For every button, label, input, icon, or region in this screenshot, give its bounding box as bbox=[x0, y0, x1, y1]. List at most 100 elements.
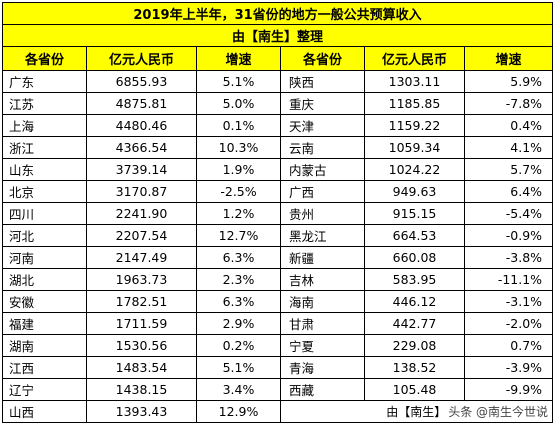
left-province-cell: 湖南 bbox=[2, 334, 87, 357]
left-growth-cell: 6.3% bbox=[196, 246, 281, 269]
header-right-growth: 增速 bbox=[463, 46, 554, 71]
left-revenue-cell: 1530.56 bbox=[86, 334, 197, 357]
right-growth-cell: -11.1% bbox=[463, 268, 554, 291]
right-growth-cell: -7.8% bbox=[463, 92, 554, 115]
header-left-province: 各省份 bbox=[2, 46, 87, 71]
table-row: 福建 1711.59 2.9% 甘肃 442.77 -2.0% bbox=[2, 312, 554, 335]
right-province-cell: 内蒙古 bbox=[280, 158, 365, 181]
right-revenue-cell: 915.15 bbox=[364, 202, 465, 225]
header-row: 各省份 亿元人民币 增速 各省份 亿元人民币 增速 bbox=[2, 46, 554, 71]
left-revenue-cell: 3170.87 bbox=[86, 180, 197, 203]
right-province-cell: 甘肃 bbox=[280, 312, 365, 335]
header-left-growth: 增速 bbox=[196, 46, 281, 71]
left-growth-cell: 12.7% bbox=[196, 224, 281, 247]
table-row: 四川 2241.90 1.2% 贵州 915.15 -5.4% bbox=[2, 202, 554, 225]
right-province-cell: 宁夏 bbox=[280, 334, 365, 357]
table-row: 河南 2147.49 6.3% 新疆 660.08 -3.8% bbox=[2, 246, 554, 269]
right-growth-cell: 0.4% bbox=[463, 114, 554, 137]
right-province-cell: 黑龙江 bbox=[280, 224, 365, 247]
table-row-last: 山西 1393.43 12.9% 由【南生】 头条 @南生今世说 bbox=[2, 400, 554, 423]
header-right-province: 各省份 bbox=[280, 46, 365, 71]
table-row: 浙江 4366.54 10.3% 云南 1059.34 4.1% bbox=[2, 136, 554, 159]
right-revenue-cell: 1159.22 bbox=[364, 114, 465, 137]
right-growth-cell: -3.1% bbox=[463, 290, 554, 313]
right-province-cell: 新疆 bbox=[280, 246, 365, 269]
table-row: 北京 3170.87 -2.5% 广西 949.63 6.4% bbox=[2, 180, 554, 203]
left-revenue-cell: 1963.73 bbox=[86, 268, 197, 291]
left-province-cell: 江西 bbox=[2, 356, 87, 379]
table-row: 湖北 1963.73 2.3% 吉林 583.95 -11.1% bbox=[2, 268, 554, 291]
left-province-cell: 广东 bbox=[2, 70, 87, 93]
left-revenue-cell: 1393.43 bbox=[86, 400, 197, 423]
left-revenue-cell: 2241.90 bbox=[86, 202, 197, 225]
left-growth-cell: 12.9% bbox=[196, 400, 281, 423]
right-revenue-cell: 1024.22 bbox=[364, 158, 465, 181]
table-row: 广东 6855.93 5.1% 陕西 1303.11 5.9% bbox=[2, 70, 554, 93]
right-revenue-cell: 442.77 bbox=[364, 312, 465, 335]
left-growth-cell: 2.9% bbox=[196, 312, 281, 335]
left-growth-cell: 5.1% bbox=[196, 356, 281, 379]
right-revenue-cell: 660.08 bbox=[364, 246, 465, 269]
right-province-cell: 云南 bbox=[280, 136, 365, 159]
right-revenue-cell: 664.53 bbox=[364, 224, 465, 247]
left-province-cell: 山东 bbox=[2, 158, 87, 181]
left-province-cell: 辽宁 bbox=[2, 378, 87, 401]
table-row: 河北 2207.54 12.7% 黑龙江 664.53 -0.9% bbox=[2, 224, 554, 247]
table-title: 2019年上半年，31省份的地方一般公共预算收入 bbox=[1, 2, 554, 25]
left-revenue-cell: 3739.14 bbox=[86, 158, 197, 181]
left-province-cell: 江苏 bbox=[2, 92, 87, 115]
table-row: 上海 4480.46 0.1% 天津 1159.22 0.4% bbox=[2, 114, 554, 137]
right-revenue-cell: 1185.85 bbox=[364, 92, 465, 115]
right-revenue-cell: 1059.34 bbox=[364, 136, 465, 159]
table-row: 安徽 1782.51 6.3% 海南 446.12 -3.1% bbox=[2, 290, 554, 313]
right-growth-cell: -2.0% bbox=[463, 312, 554, 335]
watermark-text: 头条 @南生今世说 bbox=[448, 405, 549, 419]
left-province-cell: 浙江 bbox=[2, 136, 87, 159]
table-row: 江苏 4875.81 5.0% 重庆 1185.85 -7.8% bbox=[2, 92, 554, 115]
right-growth-cell: 4.1% bbox=[463, 136, 554, 159]
left-revenue-cell: 1438.15 bbox=[86, 378, 197, 401]
left-province-cell: 山西 bbox=[2, 400, 87, 423]
left-growth-cell: 0.1% bbox=[196, 114, 281, 137]
right-revenue-cell: 446.12 bbox=[364, 290, 465, 313]
right-revenue-cell: 1303.11 bbox=[364, 70, 465, 93]
title-row-1: 2019年上半年，31省份的地方一般公共预算收入 bbox=[1, 2, 554, 25]
left-revenue-cell: 4480.46 bbox=[86, 114, 197, 137]
source-note: 由【南生】 头条 @南生今世说 bbox=[279, 400, 554, 423]
left-growth-cell: 5.0% bbox=[196, 92, 281, 115]
header-left-revenue: 亿元人民币 bbox=[86, 46, 197, 71]
table-row: 辽宁 1438.15 3.4% 西藏 105.48 -9.9% bbox=[2, 378, 554, 401]
left-growth-cell: 3.4% bbox=[196, 378, 281, 401]
right-revenue-cell: 949.63 bbox=[364, 180, 465, 203]
left-growth-cell: 2.3% bbox=[196, 268, 281, 291]
left-revenue-cell: 1483.54 bbox=[86, 356, 197, 379]
right-growth-cell: 5.9% bbox=[463, 70, 554, 93]
left-province-cell: 上海 bbox=[2, 114, 87, 137]
right-province-cell: 吉林 bbox=[280, 268, 365, 291]
left-revenue-cell: 2207.54 bbox=[86, 224, 197, 247]
right-revenue-cell: 105.48 bbox=[364, 378, 465, 401]
left-province-cell: 福建 bbox=[2, 312, 87, 335]
left-growth-cell: 1.2% bbox=[196, 202, 281, 225]
left-revenue-cell: 1782.51 bbox=[86, 290, 197, 313]
table-subtitle: 由【南生】整理 bbox=[1, 24, 554, 47]
right-province-cell: 青海 bbox=[280, 356, 365, 379]
table-row: 山东 3739.14 1.9% 内蒙古 1024.22 5.7% bbox=[2, 158, 554, 181]
right-revenue-cell: 583.95 bbox=[364, 268, 465, 291]
left-province-cell: 湖北 bbox=[2, 268, 87, 291]
left-revenue-cell: 1711.59 bbox=[86, 312, 197, 335]
right-province-cell: 重庆 bbox=[280, 92, 365, 115]
right-growth-cell: 5.7% bbox=[463, 158, 554, 181]
left-revenue-cell: 2147.49 bbox=[86, 246, 197, 269]
left-province-cell: 河南 bbox=[2, 246, 87, 269]
left-revenue-cell: 6855.93 bbox=[86, 70, 197, 93]
right-province-cell: 广西 bbox=[280, 180, 365, 203]
left-growth-cell: 0.2% bbox=[196, 334, 281, 357]
left-province-cell: 四川 bbox=[2, 202, 87, 225]
right-province-cell: 天津 bbox=[280, 114, 365, 137]
table-row: 江西 1483.54 5.1% 青海 138.52 -3.9% bbox=[2, 356, 554, 379]
right-growth-cell: -0.9% bbox=[463, 224, 554, 247]
left-revenue-cell: 4366.54 bbox=[86, 136, 197, 159]
